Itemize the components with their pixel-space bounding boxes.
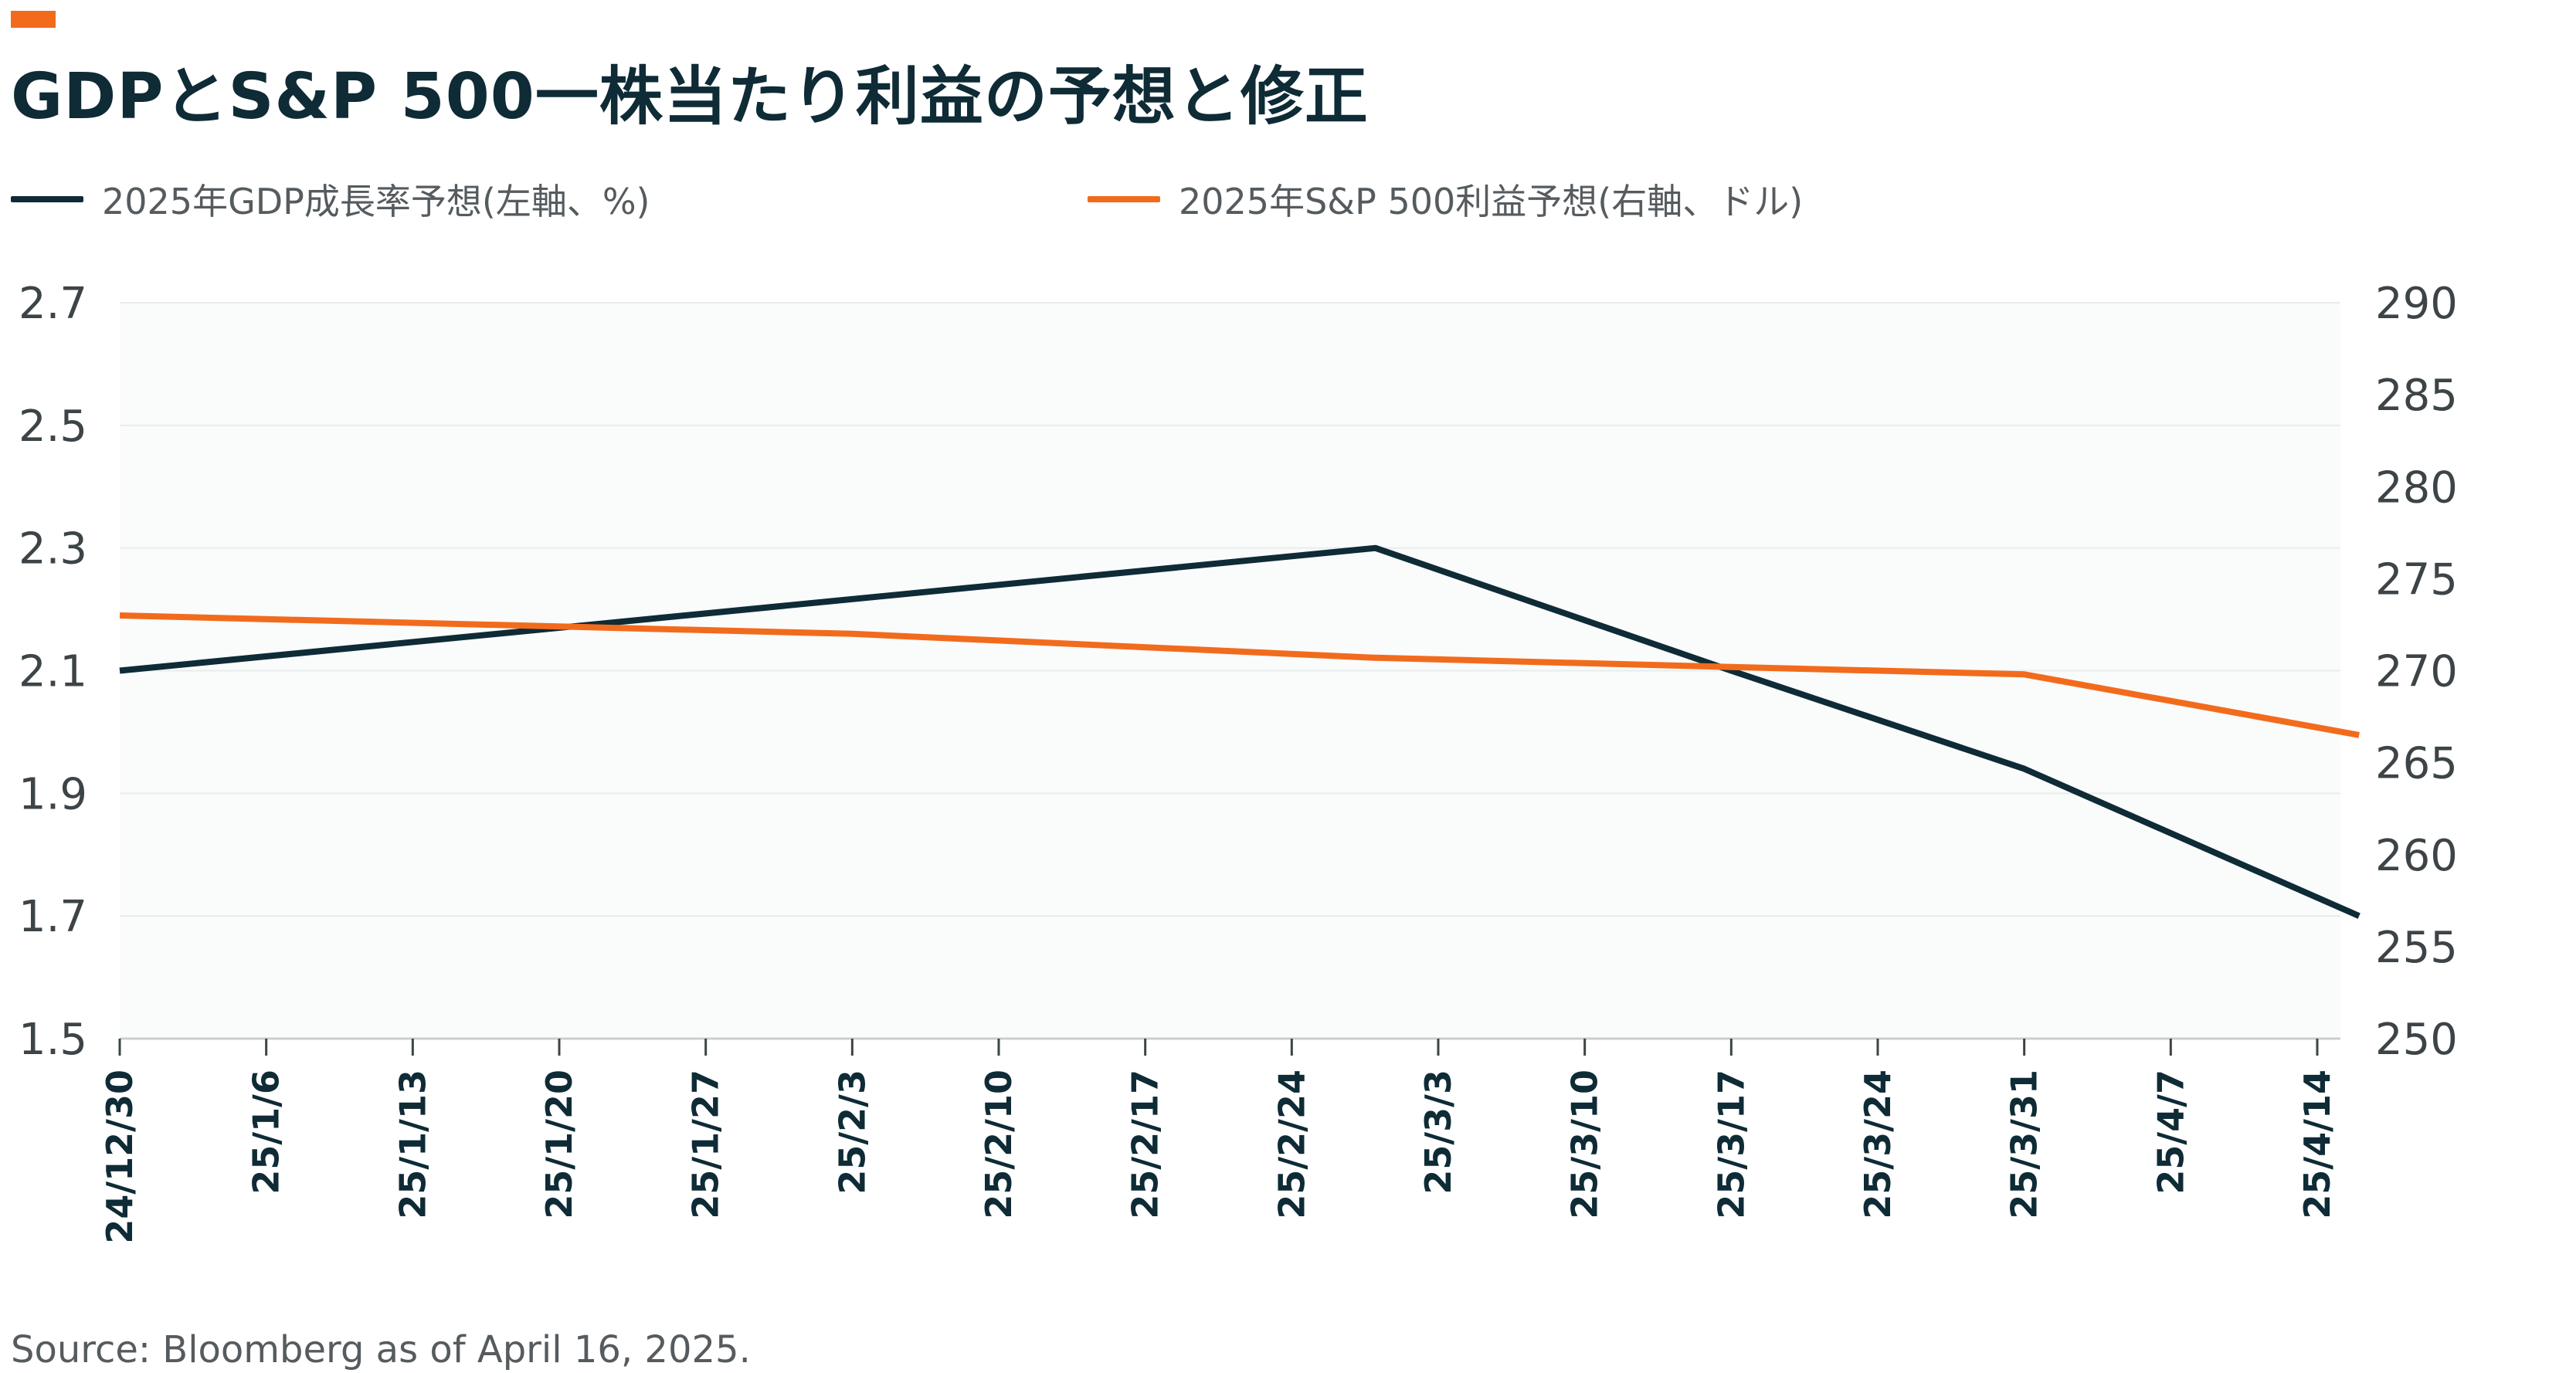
y-right-tick-label: 260 (2375, 831, 2458, 881)
chart-title: GDPとS&P 500一株当たり利益の予想と修正 (11, 60, 1369, 134)
legend-label-eps: 2025年S&P 500利益予想(右軸、ドル) (1179, 181, 1804, 222)
y-right-tick-label: 285 (2375, 371, 2458, 421)
x-tick-label: 25/3/31 (2004, 1070, 2045, 1219)
legend-swatch-eps (1088, 196, 1160, 202)
x-tick-label: 25/3/24 (1857, 1070, 1899, 1219)
x-tick-label: 25/4/14 (2296, 1070, 2338, 1219)
y-right-tick-label: 275 (2375, 554, 2458, 605)
y-right-tick-label: 250 (2375, 1015, 2458, 1065)
y-left-tick-label: 1.5 (19, 1015, 87, 1065)
accent-bar (11, 11, 56, 28)
x-tick-label: 25/3/17 (1710, 1070, 1752, 1219)
legend-item-gdp: 2025年GDP成長率予想(左軸、%) (11, 176, 650, 222)
y-right-tick-label: 290 (2375, 279, 2458, 329)
legend-item-eps: 2025年S&P 500利益予想(右軸、ドル) (1088, 176, 1803, 222)
x-tick-label: 25/3/10 (1564, 1070, 1606, 1219)
y-left-tick-label: 2.5 (19, 402, 87, 452)
gdp-growth-line (119, 544, 2360, 919)
y-left-tick-label: 2.7 (19, 279, 87, 329)
y-left-tick-label: 1.7 (19, 892, 87, 942)
x-tick-label: 25/1/27 (685, 1070, 727, 1219)
y-right-tick-label: 270 (2375, 647, 2458, 697)
legend-label-gdp: 2025年GDP成長率予想(左軸、%) (102, 181, 650, 222)
source-note: Source: Bloomberg as of April 16, 2025. (11, 1328, 751, 1371)
x-tick-label: 25/2/24 (1271, 1070, 1312, 1219)
x-tick-label: 25/2/3 (831, 1070, 873, 1195)
y-right-tick-label: 255 (2375, 923, 2458, 973)
y-left-tick-label: 2.1 (19, 647, 87, 697)
y-left-tick-label: 2.3 (19, 524, 87, 575)
x-tick-label: 25/1/13 (392, 1070, 433, 1219)
x-tick-label: 25/1/20 (538, 1070, 580, 1219)
y-axis-left: 2.7 2.5 2.3 2.1 1.9 1.7 1.5 (19, 279, 87, 1065)
series-lines (119, 544, 2360, 919)
y-right-tick-label: 280 (2375, 463, 2458, 513)
y-axis-right: 290 285 280 275 270 265 260 255 250 (2375, 279, 2458, 1065)
x-tick-label: 25/4/7 (2150, 1070, 2191, 1195)
legend-swatch-gdp (11, 196, 83, 202)
eps-forecast-line (119, 612, 2360, 738)
x-tick-label: 25/2/17 (1125, 1070, 1166, 1219)
x-tick-label: 24/12/30 (99, 1070, 141, 1244)
y-right-tick-label: 265 (2375, 739, 2458, 789)
x-axis: 24/12/30 25/1/6 25/1/13 25/1/20 25/1/27 25/2/… (99, 1037, 2340, 1244)
x-tick-label: 25/3/3 (1417, 1070, 1459, 1195)
y-left-tick-label: 1.9 (19, 769, 87, 819)
x-tick-label: 25/1/6 (246, 1070, 287, 1195)
x-tick-label: 25/2/10 (978, 1070, 1020, 1219)
